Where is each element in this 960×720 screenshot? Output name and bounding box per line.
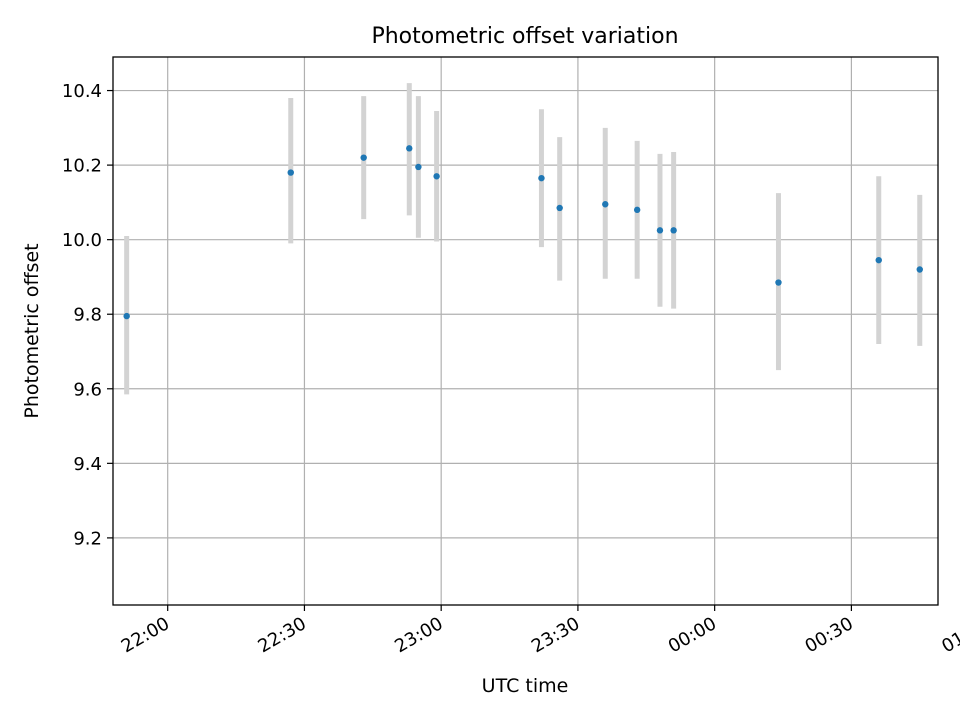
data-point [123, 312, 130, 320]
data-point [538, 174, 545, 182]
data-point [670, 227, 677, 234]
error-bars [124, 83, 923, 395]
x-axis-ticks: 22:0022:3023:0023:3000:0000:3001:0001:30… [118, 605, 960, 657]
x-tick-label: 23:00 [391, 613, 446, 657]
y-tick-label: 9.8 [73, 305, 102, 326]
x-tick-label: 00:30 [801, 613, 856, 657]
data-point [415, 163, 422, 171]
data-points [123, 145, 923, 320]
data-point [875, 256, 882, 264]
y-tick-label: 10.4 [62, 81, 102, 102]
data-point [775, 279, 782, 286]
plot-frame [112, 56, 939, 606]
data-point [360, 154, 367, 161]
y-tick-label: 9.2 [73, 528, 102, 549]
x-tick-label: 01:00 [938, 613, 960, 657]
grid [113, 57, 938, 605]
y-axis-ticks: 9.2 9.4 9.6 9.8 10.0 10.2 10.4 [62, 81, 113, 549]
data-point [656, 227, 664, 234]
chart-title: Photometric offset variation [371, 24, 678, 49]
y-tick-label: 10.0 [62, 230, 102, 251]
x-tick-label: 23:30 [528, 613, 583, 657]
data-point [633, 206, 641, 214]
data-point [433, 173, 440, 180]
data-point [287, 169, 294, 176]
data-point [406, 145, 413, 152]
data-point [916, 266, 923, 273]
x-axis-label: UTC time [482, 675, 569, 697]
data-point [602, 201, 609, 208]
data-point [556, 204, 563, 212]
x-tick-label: 22:30 [255, 613, 310, 657]
y-axis-label: Photometric offset [21, 243, 43, 418]
x-tick-label: 22:00 [118, 613, 173, 657]
x-tick-label: 00:00 [665, 613, 720, 657]
y-tick-label: 10.2 [62, 156, 102, 177]
y-tick-label: 9.6 [73, 379, 102, 400]
y-tick-label: 9.4 [73, 454, 102, 475]
